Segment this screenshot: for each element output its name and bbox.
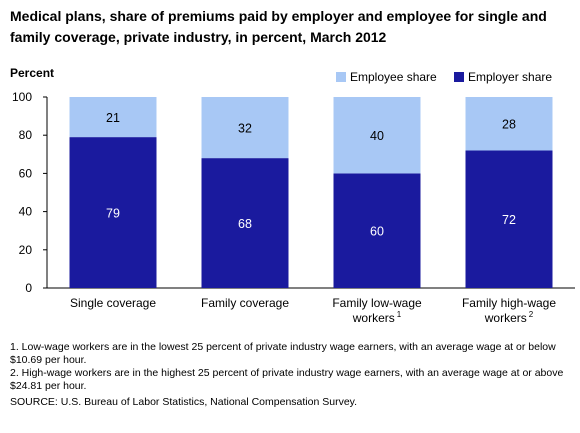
bar-employee-share	[201, 97, 289, 159]
footnote-2: 2. High-wage workers are in the highest …	[10, 367, 564, 392]
x-tick-label: Family coverage	[201, 296, 289, 310]
data-label: 28	[502, 118, 516, 132]
chart-title: Medical plans, share of premiums paid by…	[10, 8, 547, 45]
data-label: 32	[238, 122, 252, 136]
data-label: 40	[370, 129, 384, 143]
footnote-marker: 1	[397, 310, 402, 319]
legend-item-employee: Employee share	[336, 70, 437, 84]
data-label: 21	[106, 111, 120, 125]
data-label: 72	[502, 213, 516, 227]
x-tick-label: Family high-wage	[462, 296, 556, 310]
bar-employee-share	[69, 97, 157, 138]
legend-swatch-employee	[336, 72, 346, 82]
bar-employer-share	[69, 137, 157, 288]
legend-label-employer: Employer share	[468, 70, 553, 84]
data-label: 68	[238, 217, 252, 231]
data-label: 60	[370, 225, 384, 239]
footnote-1: 1. Low-wage workers are in the lowest 25…	[10, 341, 556, 366]
bar-employer-share	[333, 173, 421, 288]
x-tick-label: Single coverage	[70, 296, 156, 310]
legend-swatch-employer	[454, 72, 464, 82]
y-tick-label: 60	[19, 166, 33, 180]
x-tick-label: workers 1	[352, 310, 402, 325]
y-tick-label: 100	[12, 90, 32, 104]
data-label: 79	[106, 207, 120, 221]
x-tick-label: Family low-wage	[332, 296, 422, 310]
bar-employee-share	[333, 97, 421, 174]
bar-employer-share	[201, 158, 289, 288]
legend-item-employer: Employer share	[454, 70, 552, 84]
footnotes: 1. Low-wage workers are in the lowest 25…	[10, 341, 575, 409]
y-tick-label: 20	[19, 243, 33, 257]
source-note: SOURCE: U.S. Bureau of Labor Statistics,…	[10, 396, 358, 408]
legend-label-employee: Employee share	[350, 70, 437, 84]
y-tick-label: 0	[25, 281, 32, 295]
y-tick-label: 40	[19, 205, 33, 219]
bar-employee-share	[465, 97, 553, 151]
y-axis-label: Percent	[10, 66, 55, 80]
x-tick-label: workers 2	[484, 310, 534, 325]
bar-employer-share	[465, 150, 553, 288]
y-tick-label: 80	[19, 128, 33, 142]
footnote-marker: 2	[529, 310, 534, 319]
